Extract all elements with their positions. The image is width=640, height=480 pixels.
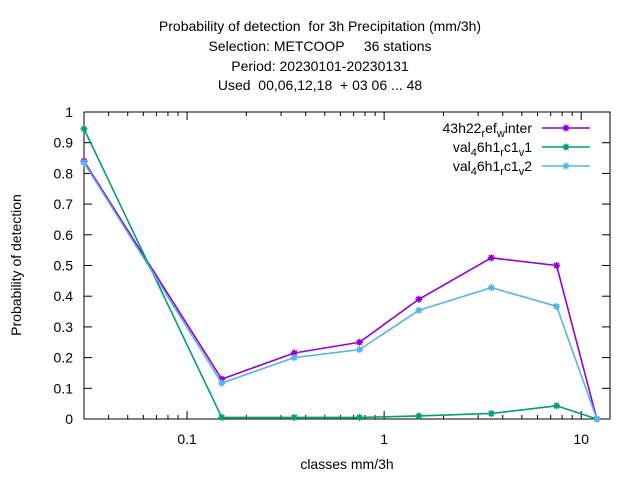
- legend-marker-3: [562, 162, 570, 170]
- series-point-3: [593, 415, 601, 423]
- series-point-1: [356, 338, 364, 346]
- series-point-3: [487, 284, 495, 292]
- series-point-1: [487, 254, 495, 262]
- x-tick-label: 1: [380, 431, 388, 447]
- y-tick-label: 0.8: [54, 165, 74, 181]
- legend-marker-1: [562, 124, 570, 132]
- y-tick-label: 1: [65, 104, 73, 120]
- plot-frame: [83, 111, 611, 420]
- data-series: [80, 125, 601, 423]
- series-point-1: [415, 295, 423, 303]
- y-tick-label: 0.2: [54, 350, 74, 366]
- series-line-1: [83, 160, 598, 420]
- axis-ticks: 0 0.1 0.2 0.3 0.4 0.5 0.6 0.7 0.8 0.9 1 0.1 1 10: [54, 104, 610, 447]
- y-tick-label: 0.4: [54, 288, 74, 304]
- legend: 43h22r​efw​interval4​6h1r​c1v​1val4​6h1r…: [443, 120, 590, 178]
- series-point-3: [218, 379, 226, 387]
- series-point-2: [218, 413, 226, 421]
- series-point-1: [553, 262, 561, 269]
- y-tick-label: 0.6: [54, 227, 74, 243]
- y-tick-label: 0.1: [54, 380, 74, 396]
- series-point-2: [290, 413, 298, 421]
- legend-label-1: 43h22r​efw​inter: [443, 120, 533, 140]
- series-line-3: [83, 162, 598, 420]
- series-point-3: [80, 159, 88, 167]
- series-point-2: [553, 402, 561, 410]
- series-point-2: [80, 125, 88, 133]
- y-tick-label: 0.3: [54, 319, 74, 335]
- series-line-2: [83, 128, 598, 420]
- series-point-2: [415, 412, 423, 420]
- chart-title-line-4: Used 00,06,12,18 + 03 06 ... 48: [217, 77, 423, 93]
- x-tick-label: 0.1: [177, 431, 197, 447]
- y-tick-label: 0.5: [54, 258, 74, 274]
- series-point-1: [290, 349, 298, 357]
- y-tick-label: 0.7: [54, 196, 74, 212]
- series-point-2: [487, 409, 495, 417]
- y-axis-label: Probability of detection: [8, 194, 24, 336]
- chart-title-line-3: Period: 20230101-20230131: [231, 58, 409, 74]
- y-tick-label: 0: [65, 411, 73, 427]
- legend-marker-2: [562, 143, 570, 151]
- legend-label-3: val4​6h1r​c1v​2: [453, 158, 532, 178]
- series-point-3: [553, 302, 561, 310]
- x-tick-label: 10: [573, 431, 589, 447]
- legend-label-2: val4​6h1r​c1v​1: [453, 139, 532, 159]
- x-axis-label: classes mm/3h: [300, 456, 393, 472]
- series-point-2: [356, 413, 364, 421]
- series-point-3: [356, 346, 364, 354]
- y-tick-label: 0.9: [54, 135, 74, 151]
- series-point-3: [290, 354, 298, 362]
- series-point-3: [415, 306, 423, 314]
- chart-title-line-1: Probability of detection for 3h Precipit…: [158, 18, 482, 34]
- chart-title-line-2: Selection: METCOOP 36 stations: [208, 38, 432, 54]
